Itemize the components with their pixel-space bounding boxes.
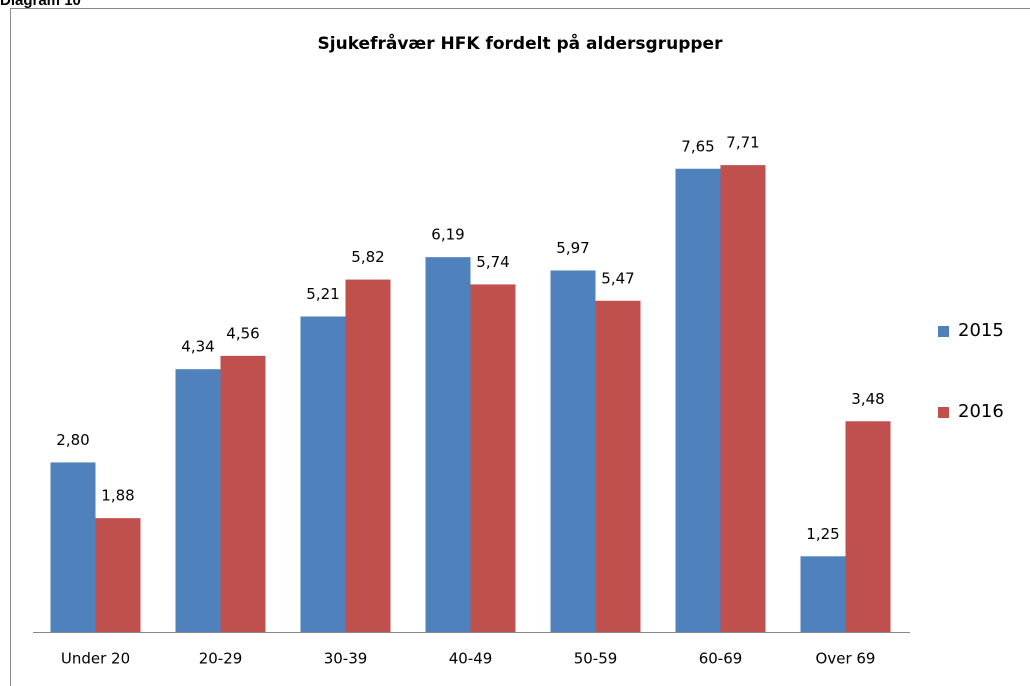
value-label: 2,80: [56, 431, 89, 449]
bar: [550, 270, 596, 632]
bar: [595, 300, 641, 632]
bar: [95, 518, 141, 632]
value-label: 1,88: [101, 487, 134, 505]
value-label: 6,19: [431, 226, 464, 244]
chart-title: Sjukefråvær HFK fordelt på aldersgrupper: [318, 32, 724, 54]
legend-swatch: [938, 407, 949, 418]
value-label: 7,71: [726, 134, 759, 152]
chart-border: [10, 8, 1030, 686]
bar: [300, 316, 346, 632]
x-tick-label: 30-39: [324, 650, 368, 668]
value-label: 5,74: [476, 253, 509, 271]
x-tick-label: 60-69: [699, 650, 743, 668]
value-label: 4,34: [181, 338, 214, 356]
value-label: 5,21: [306, 285, 339, 303]
x-tick-label: 50-59: [574, 650, 618, 668]
value-label: 5,47: [601, 269, 634, 287]
caption: Diagram 10: [0, 0, 81, 9]
bar: [845, 421, 891, 632]
legend-label: 2016: [958, 401, 1004, 422]
bar: [345, 279, 391, 632]
bar: [800, 556, 846, 632]
x-tick-label: 40-49: [449, 650, 493, 668]
bar: [175, 369, 221, 632]
legend-swatch: [938, 326, 949, 337]
bar: [50, 462, 96, 632]
value-label: 5,82: [351, 248, 384, 266]
x-tick-label: 20-29: [199, 650, 243, 668]
x-tick-label: Under 20: [61, 650, 130, 668]
bar: [470, 284, 516, 632]
value-label: 7,65: [681, 137, 714, 155]
legend-label: 2015: [958, 320, 1004, 341]
bar: [425, 257, 471, 632]
value-label: 1,25: [806, 525, 839, 543]
value-label: 5,97: [556, 239, 589, 257]
value-label: 3,48: [851, 390, 884, 408]
x-tick-label: Over 69: [816, 650, 876, 668]
bar: [720, 165, 766, 632]
bar: [220, 355, 266, 632]
value-label: 4,56: [226, 324, 259, 342]
bar: [675, 168, 721, 632]
